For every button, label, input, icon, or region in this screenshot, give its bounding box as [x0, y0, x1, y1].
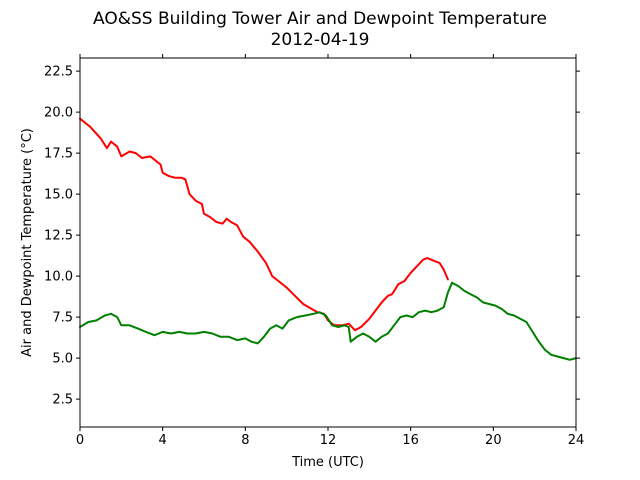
x-tick-label: 0	[76, 433, 84, 448]
series-line-1	[79, 117, 449, 332]
x-tick-label: 4	[159, 433, 167, 448]
x-tick-label: 16	[402, 433, 419, 448]
chart-subtitle: 2012-04-19	[271, 30, 370, 50]
x-axis: 0 4 8 12 16 20 24	[76, 54, 584, 448]
x-tick-label: 24	[568, 433, 585, 448]
chart-title: AO&SS Building Tower Air and Dewpoint Te…	[93, 9, 547, 29]
series-layer	[79, 117, 577, 361]
y-tick-label: 10.0	[44, 270, 73, 285]
x-tick-label: 12	[320, 433, 337, 448]
y-tick-label: 5.0	[52, 352, 73, 367]
y-tick-label: 2.5	[52, 393, 73, 408]
y-tick-label: 15.0	[44, 188, 73, 203]
x-tick-label: 20	[485, 433, 502, 448]
y-tick-label: 7.5	[52, 311, 73, 326]
series-line-2	[79, 281, 577, 361]
y-tick-label: 12.5	[44, 229, 73, 244]
y-tick-label: 22.5	[44, 65, 73, 80]
y-axis-label: Air and Dewpoint Temperature (°C)	[20, 128, 35, 357]
x-tick-label: 8	[241, 433, 249, 448]
plot-area	[79, 57, 577, 428]
x-axis-label: Time (UTC)	[291, 455, 364, 470]
y-axis: 2.5 5.0 7.5 10.0 12.5 15.0 17.5 20.0 22.5	[44, 65, 580, 408]
y-tick-label: 17.5	[44, 147, 73, 162]
plot-background	[80, 58, 576, 427]
y-tick-label: 20.0	[44, 106, 73, 121]
